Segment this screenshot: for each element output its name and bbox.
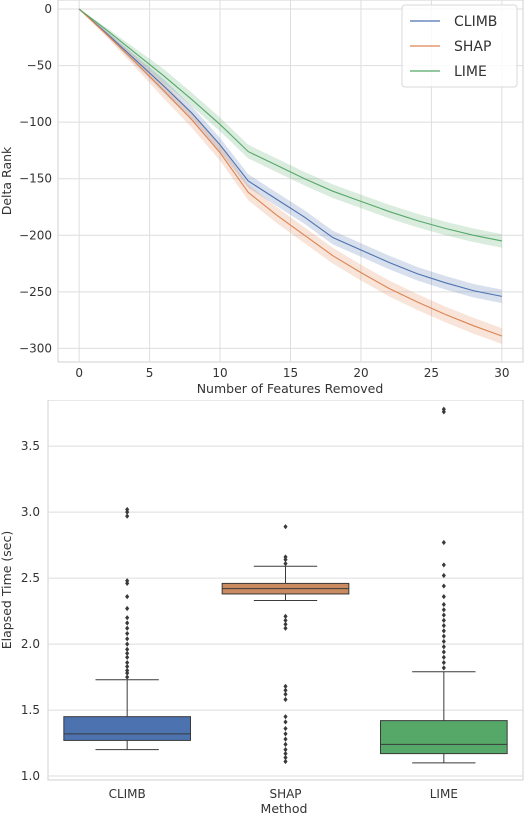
outlier-point — [283, 621, 288, 627]
y-tick-label: −150 — [19, 172, 52, 186]
x-tick-label: 5 — [146, 366, 154, 380]
outlier-point — [125, 659, 130, 666]
outlier-point — [125, 646, 130, 652]
outlier-point — [283, 714, 288, 720]
outlier-point — [283, 736, 288, 742]
x-tick-label: 15 — [283, 366, 298, 380]
outlier-point — [125, 641, 130, 647]
outlier-point — [283, 687, 288, 693]
x-tick-label: 25 — [424, 366, 439, 380]
outlier-point — [441, 562, 446, 568]
outlier-point — [441, 659, 446, 666]
box-x-axis-label: Method — [261, 801, 308, 816]
outlier-point — [125, 670, 130, 676]
y-tick-label: −250 — [19, 285, 52, 299]
outlier-point — [441, 617, 446, 623]
box-y-tick-label: 1.0 — [21, 769, 40, 783]
outlier-point — [283, 691, 288, 697]
box-chart: CLIMB SHAP LIME 1.01.52.02.53.03.5 Method … — [0, 400, 524, 816]
y-tick-label: −100 — [19, 115, 52, 129]
legend-box — [401, 4, 518, 88]
x-axis-label: Number of Features Removed — [197, 381, 384, 396]
outlier-point — [283, 719, 288, 725]
outlier-point — [283, 696, 288, 703]
box-y-axis-label: Elapsed Time (sec) — [0, 531, 14, 649]
outlier-point — [125, 593, 130, 600]
line-chart: 0 5 10 15 20 25 30 0 −50 −100 −150 −200 −250 −300 Nu… — [0, 0, 524, 396]
legend-label-shap: SHAP — [454, 39, 491, 55]
legend: CLIMB SHAP LIME — [401, 4, 518, 88]
line-lime — [78, 8, 502, 242]
outlier-point — [125, 509, 130, 515]
outlier-point — [125, 674, 130, 680]
outlier-point — [283, 683, 288, 689]
box-x-tick-label: CLIMB — [109, 787, 146, 801]
box-y-tick-label: 2.5 — [21, 571, 40, 585]
box-y-tick-label: 3.0 — [21, 505, 40, 519]
outlier-point — [125, 667, 130, 674]
outlier-point — [441, 665, 446, 671]
outlier-point — [125, 636, 130, 642]
outlier-point — [125, 605, 130, 612]
outlier-point — [441, 633, 446, 639]
line-climb — [78, 8, 502, 297]
x-tick-label: 0 — [75, 366, 83, 380]
outlier-point — [283, 617, 288, 623]
outlier-point — [283, 557, 288, 563]
box-climb — [63, 716, 191, 741]
outlier-point — [125, 663, 130, 670]
y-axis-label: Delta Rank — [0, 146, 14, 215]
legend-label-lime: LIME — [454, 64, 487, 80]
outlier-point — [283, 758, 288, 765]
outlier-point — [283, 731, 288, 737]
x-tick-label: 10 — [212, 366, 227, 380]
x-tick-label: 30 — [494, 366, 509, 380]
box-x-tick-label: SHAP — [269, 787, 301, 801]
y-tick-label: 0 — [44, 2, 52, 16]
box-x-tick-label: LIME — [430, 787, 458, 801]
outlier-point — [441, 593, 446, 600]
line-shap — [78, 8, 503, 337]
box-y-tick-label: 1.5 — [21, 703, 40, 717]
outlier-point — [283, 741, 288, 747]
legend-label-climb: CLIMB — [454, 14, 497, 30]
y-tick-label: −200 — [19, 228, 52, 242]
outlier-point — [441, 539, 446, 546]
outlier-point — [441, 623, 446, 629]
outlier-point — [283, 747, 288, 753]
outlier-point — [283, 754, 288, 761]
y-tick-label: −50 — [27, 59, 52, 73]
box-lime — [380, 720, 508, 755]
outlier-point — [125, 580, 130, 587]
box-y-tick-label: 2.0 — [21, 637, 40, 651]
outlier-point — [125, 654, 130, 660]
box-y-tick-label: 3.5 — [21, 439, 40, 453]
outlier-point — [283, 751, 288, 757]
outlier-point — [441, 409, 446, 415]
outlier-point — [441, 612, 446, 618]
x-tick-label: 20 — [353, 366, 368, 380]
outlier-point — [441, 628, 446, 634]
outlier-point — [283, 725, 288, 732]
y-tick-label: −300 — [19, 341, 52, 355]
